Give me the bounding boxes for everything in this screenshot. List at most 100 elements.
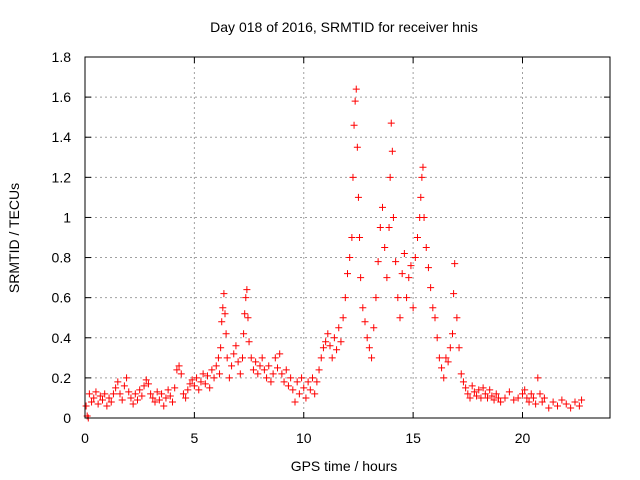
data-point <box>164 386 172 394</box>
data-point <box>160 402 168 410</box>
data-point <box>212 362 220 370</box>
y-tick-label: 0.6 <box>52 290 72 306</box>
data-point <box>90 394 98 402</box>
data-point <box>179 390 187 398</box>
data-point <box>116 390 124 398</box>
data-point <box>216 370 224 378</box>
data-point <box>351 97 359 105</box>
data-point <box>140 382 148 390</box>
x-tick-label: 0 <box>81 430 89 446</box>
data-point <box>230 350 238 358</box>
data-point <box>501 394 509 402</box>
data-point <box>525 398 533 406</box>
data-point <box>558 396 566 404</box>
data-point <box>407 262 415 270</box>
data-point <box>244 314 252 322</box>
data-point <box>220 290 228 298</box>
data-point <box>473 392 481 400</box>
data-point <box>313 378 321 386</box>
y-tick-label: 0.2 <box>52 370 72 386</box>
data-point <box>175 362 183 370</box>
data-point <box>359 304 367 312</box>
data-point <box>386 173 394 181</box>
data-point <box>451 260 459 268</box>
data-point <box>118 396 126 404</box>
data-point <box>94 400 102 408</box>
data-point <box>252 358 260 366</box>
data-point <box>291 398 299 406</box>
data-point <box>479 384 487 392</box>
data-point <box>162 394 170 402</box>
data-point <box>195 386 203 394</box>
data-point <box>276 350 284 358</box>
data-point <box>534 374 542 382</box>
data-point <box>554 402 561 410</box>
data-point <box>177 370 185 378</box>
chart-title: Day 018 of 2016, SRMTID for receiver hni… <box>210 19 478 35</box>
data-point <box>322 338 330 346</box>
data-point <box>169 398 176 406</box>
x-tick-label: 5 <box>190 430 198 446</box>
y-tick-label: 1.6 <box>52 89 72 105</box>
data-point <box>335 324 343 332</box>
data-point <box>510 396 518 404</box>
data-point <box>429 304 437 312</box>
data-point <box>549 398 557 406</box>
data-point <box>269 370 277 378</box>
data-point <box>475 386 483 394</box>
x-tick-label: 20 <box>515 430 531 446</box>
data-point <box>538 398 546 406</box>
x-tick-label: 15 <box>405 430 421 446</box>
data-point <box>398 270 406 278</box>
data-point <box>352 85 360 93</box>
data-point <box>206 384 214 392</box>
data-point <box>578 396 586 404</box>
data-point <box>105 394 113 402</box>
data-point <box>171 384 179 392</box>
data-point <box>280 378 288 386</box>
data-point <box>166 392 174 400</box>
data-point <box>357 274 365 282</box>
data-point <box>223 354 231 362</box>
data-point <box>374 258 382 266</box>
data-point <box>409 304 417 312</box>
data-point <box>385 223 393 231</box>
data-point <box>349 173 357 181</box>
data-point <box>188 376 196 384</box>
data-point <box>536 390 544 398</box>
data-point <box>353 143 361 151</box>
data-point <box>293 378 301 386</box>
data-point <box>317 354 325 362</box>
data-point <box>265 362 273 370</box>
data-point <box>149 394 157 402</box>
data-point <box>241 310 249 318</box>
data-point <box>300 384 308 392</box>
data-point <box>372 294 380 302</box>
x-axis-label: GPS time / hours <box>291 458 398 474</box>
data-point <box>256 362 264 370</box>
data-point <box>370 324 378 332</box>
y-tick-label: 0.4 <box>52 330 72 346</box>
data-point <box>234 358 242 366</box>
data-point <box>368 354 376 362</box>
data-point <box>127 394 135 402</box>
y-tick-label: 0.8 <box>52 250 72 266</box>
data-point <box>309 374 316 382</box>
data-point <box>514 394 522 402</box>
data-point <box>109 390 117 398</box>
data-point <box>419 163 427 171</box>
data-point <box>545 404 553 412</box>
data-point <box>326 342 334 350</box>
data-point <box>361 318 369 326</box>
data-point <box>348 234 356 241</box>
data-point <box>444 358 452 366</box>
data-point <box>339 314 347 322</box>
data-point <box>204 372 211 380</box>
data-point <box>103 402 111 410</box>
data-point <box>242 294 250 302</box>
data-point <box>450 290 458 298</box>
data-point <box>333 346 341 354</box>
data-point <box>258 354 266 362</box>
data-point <box>101 390 109 398</box>
